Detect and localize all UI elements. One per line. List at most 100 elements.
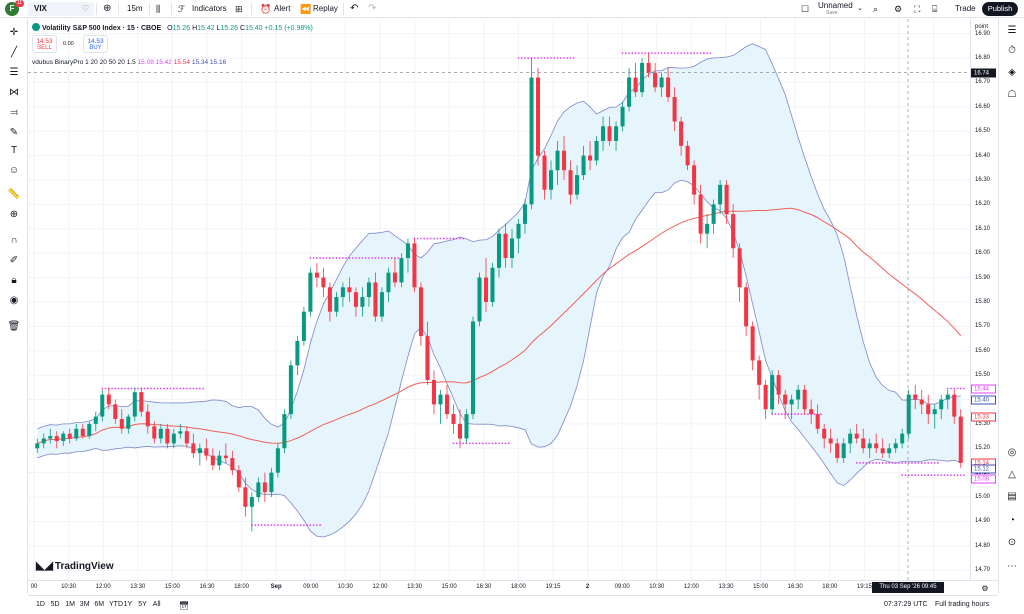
signal-dot [917, 474, 920, 477]
signal-dot [371, 257, 374, 259]
pine-editor-icon[interactable]: △ [1008, 469, 1016, 480]
help-icon[interactable]: ⊙ [1007, 537, 1017, 548]
chat-icon[interactable]: ☖ [1007, 89, 1017, 100]
calendar-icon[interactable]: ▤ [1007, 491, 1017, 502]
layout-square-icon[interactable]: ☐ [801, 4, 810, 14]
notifications-icon[interactable]: ◔ [1008, 515, 1016, 526]
sell-button[interactable]: 14.53 SELL [32, 35, 57, 53]
range-button-1d[interactable]: 1D [36, 601, 45, 608]
sell-label: SELL [37, 45, 52, 51]
signal-dot [920, 462, 923, 464]
time-axis[interactable]: 00 10:30 12:00 13:30 15:00 16:30 18:00 Sep 09:00… [28, 580, 998, 594]
signal-dot [452, 442, 455, 445]
range-button-6m[interactable]: 6M [94, 601, 105, 608]
price-axis[interactable]: point 16.90 16.80 16.70 16.60 16.50 16.40 16.3… [970, 19, 998, 580]
fullscreen-icon[interactable]: ⛶ [914, 4, 921, 14]
redo-icon[interactable]: ↷ [368, 3, 377, 14]
signal-dot [667, 52, 669, 55]
signal-dot [436, 237, 439, 240]
text-tool-icon[interactable]: T [10, 145, 18, 156]
candle-body [731, 214, 736, 249]
signal-dot [293, 524, 296, 527]
zoom-in-icon[interactable]: ⊕ [9, 209, 19, 220]
time-tick: 16:30 [787, 584, 803, 590]
trash-icon[interactable]: 🗑︎ [7, 321, 21, 332]
candle-body [106, 394, 111, 405]
candle-body [54, 436, 59, 441]
candle-body [210, 455, 215, 466]
replay-icon[interactable]: ⏪ [300, 4, 312, 14]
crosshair-icon[interactable]: ✛ [9, 27, 19, 38]
candle-body [165, 428, 170, 444]
price-tick: 16.00 [975, 250, 991, 257]
chart-pane[interactable]: Volatility S&P 500 Index · 15 · CBOE O15… [28, 19, 970, 580]
signal-dot [364, 257, 367, 259]
templates-grid-icon[interactable]: ⊞ [235, 4, 243, 14]
candle-body [100, 394, 105, 417]
candle-body [191, 443, 196, 454]
signal-dot [124, 387, 126, 390]
layout-dropdown-chevron-icon[interactable]: ⌄ [857, 5, 863, 12]
indicators-button[interactable]: Indicators [192, 4, 227, 13]
lock-drawing-icon[interactable]: ✐ [9, 255, 19, 266]
indicator-legend[interactable]: vdubus BinaryPro 1 20 20 50 20 1.5 15.08… [32, 59, 226, 66]
range-button-1y[interactable]: 1Y [123, 601, 133, 608]
symbol-search[interactable]: VIX [28, 2, 94, 16]
signal-dot [650, 52, 653, 55]
layers-icon[interactable]: ◈ [1008, 67, 1016, 78]
target-icon[interactable]: ◎ [1007, 447, 1017, 458]
visibility-eye-icon[interactable]: ◉ [9, 295, 19, 306]
indicator-value-1: 15.08 [137, 59, 154, 66]
signal-dot [312, 524, 315, 527]
tradingview-logo[interactable]: ◣◢ TradingView [36, 559, 114, 572]
favorite-flag-icon[interactable]: ♡ [82, 4, 90, 13]
alert-button[interactable]: Alert [274, 4, 291, 13]
axis-settings-gear-icon[interactable]: ⚙ [981, 584, 989, 593]
bollinger-band-fill [37, 43, 961, 537]
lock-icon[interactable]: 🔒︎ [11, 275, 17, 286]
range-button-all[interactable]: All [152, 601, 161, 608]
price-tick: 14.90 [975, 518, 991, 525]
ruler-icon[interactable]: 📏 [7, 189, 21, 200]
trade-button[interactable]: Trade [955, 4, 976, 13]
pattern-icon[interactable]: ⋈ [9, 87, 19, 98]
candle-body [529, 77, 534, 205]
price-tick: 16.30 [975, 176, 991, 183]
candle-body [327, 287, 332, 312]
emoji-icon[interactable]: ☺ [8, 165, 20, 176]
range-button-3m[interactable]: 3M [79, 601, 90, 608]
chart-type-candles-icon[interactable]: ⫼ [156, 4, 161, 14]
time-tick: 12:00 [683, 584, 699, 590]
range-button-ytd[interactable]: YTD [109, 601, 123, 608]
publish-button[interactable]: Publish [982, 2, 1018, 16]
range-button-5d[interactable]: 5D [50, 601, 60, 608]
fib-retracement-icon[interactable]: ☰ [9, 67, 19, 78]
brush-icon[interactable]: ✎ [9, 127, 19, 138]
candle-body [763, 384, 768, 410]
buy-button[interactable]: 14.53 BUY [83, 35, 108, 53]
chart-canvas[interactable] [28, 19, 970, 580]
interval-button[interactable]: 15m [127, 4, 143, 13]
session-button[interactable]: Full trading hours [935, 601, 990, 608]
layout-name-button[interactable]: Unnamed [818, 1, 853, 10]
more-icon[interactable]: ⋯ [1007, 561, 1017, 572]
range-button-1m[interactable]: 1M [65, 601, 75, 608]
add-symbol-icon[interactable]: ⊕ [103, 3, 112, 14]
range-button-5y[interactable]: 5Y [138, 601, 147, 608]
undo-icon[interactable]: ↶ [350, 3, 359, 14]
magnet-icon[interactable]: ∩ [10, 235, 18, 246]
time-tick: 18:00 [510, 584, 526, 590]
signal-dot [901, 474, 904, 477]
settings-gear-icon[interactable]: ⚙ [894, 4, 903, 14]
alerts-clock-icon[interactable]: ⏱ [1008, 45, 1016, 56]
forecast-icon[interactable]: ⫤ [10, 107, 18, 118]
trend-line-icon[interactable]: ╱ [10, 47, 18, 58]
quick-search-icon[interactable]: ⌕ [873, 4, 879, 14]
goto-date-icon[interactable]: 📅︎ [179, 601, 190, 610]
replay-button[interactable]: Replay [313, 4, 338, 13]
alarm-clock-icon[interactable]: ⏰ [260, 4, 272, 14]
utc-clock[interactable]: 07:37:29 UTC [884, 601, 928, 608]
watchlist-icon[interactable]: ☰ [1007, 25, 1017, 36]
indicators-icon[interactable]: ℱ [178, 4, 186, 14]
snapshot-camera-icon[interactable]: ⌸ [932, 4, 938, 14]
